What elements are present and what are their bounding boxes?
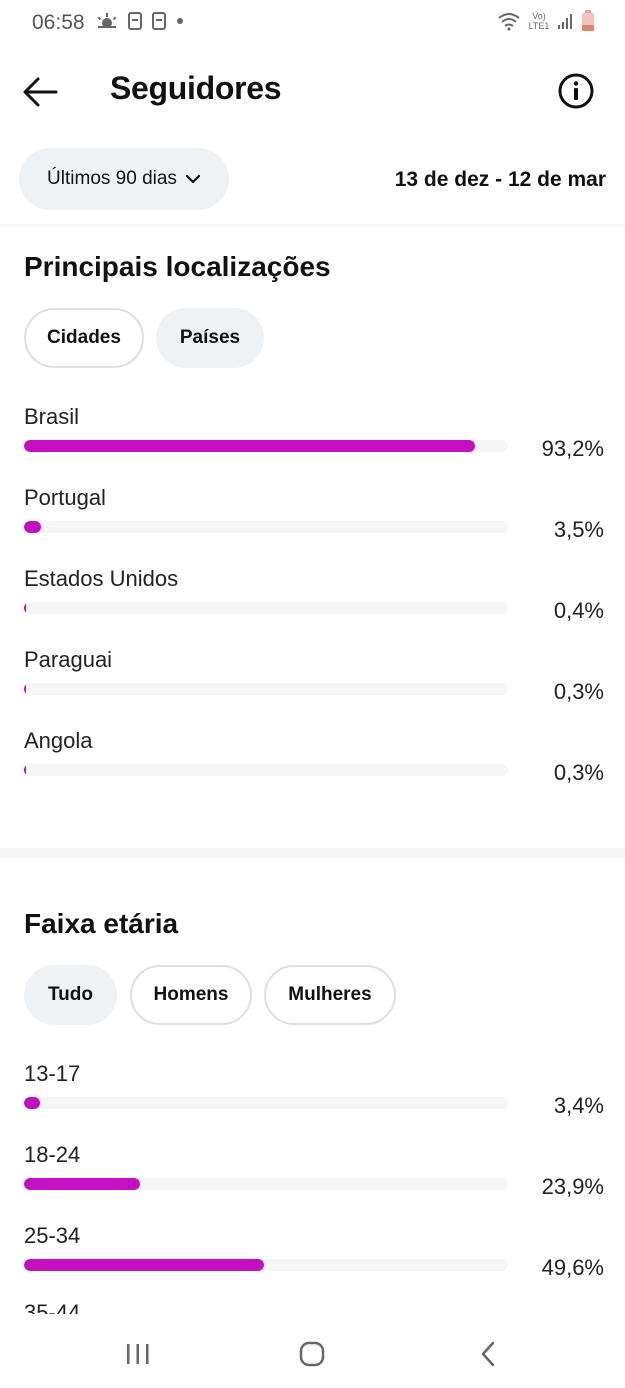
- bar-track: [24, 602, 508, 614]
- tab-homens[interactable]: Homens: [130, 965, 252, 1025]
- weather-icon: [97, 13, 117, 28]
- bar-track: [24, 440, 508, 452]
- age-label: 18-24: [24, 1142, 81, 1167]
- location-label: Brasil: [24, 404, 80, 429]
- bar-track: [24, 683, 508, 695]
- recent-apps-button[interactable]: [118, 1336, 158, 1372]
- age-label: 25-34: [24, 1223, 81, 1248]
- bar-fill: [24, 683, 26, 695]
- age-value: 23,9%: [541, 1174, 604, 1199]
- age-label-partial: 35-44: [24, 1302, 80, 1314]
- bar-track: [24, 1097, 508, 1109]
- bar-fill: [24, 1178, 140, 1190]
- section-divider: [0, 848, 625, 858]
- age-section-title: Faixa etária: [24, 908, 179, 939]
- status-right-icons: Vo) LTE1: [497, 10, 595, 32]
- bar-fill: [24, 521, 41, 533]
- list-item: Angola 0,3%: [24, 728, 604, 808]
- system-nav-bar: [0, 1318, 625, 1388]
- location-value: 93,2%: [541, 436, 604, 461]
- status-bar: 06:58 Vo) LTE1: [0, 0, 625, 48]
- list-item: 18-24 23,9%: [24, 1142, 604, 1222]
- info-icon: [558, 73, 594, 109]
- location-label: Portugal: [24, 485, 106, 510]
- page-title: Seguidores: [110, 70, 282, 106]
- period-label: Últimos 90 dias: [47, 168, 177, 189]
- wifi-icon: [498, 13, 520, 31]
- list-item: 13-17 3,4%: [24, 1061, 604, 1141]
- bar-fill: [24, 602, 26, 614]
- battery-icon: [582, 10, 594, 31]
- location-value: 0,3%: [553, 679, 604, 704]
- bar-track: [24, 1259, 508, 1271]
- status-left-icons: [96, 12, 184, 30]
- chevron-down-icon: [185, 174, 201, 184]
- list-item: 25-34 49,6%: [24, 1223, 604, 1303]
- home-button[interactable]: [292, 1336, 332, 1372]
- age-value: 49,6%: [541, 1255, 604, 1280]
- bar-fill: [24, 764, 26, 776]
- home-icon: [299, 1341, 325, 1367]
- status-time: 06:58: [32, 11, 85, 34]
- divider: [0, 224, 625, 226]
- bar-fill: [24, 1259, 265, 1271]
- location-value: 0,4%: [553, 598, 604, 623]
- app-header: Seguidores: [0, 60, 625, 124]
- age-value: 3,4%: [553, 1093, 604, 1118]
- arrow-left-icon: [23, 77, 58, 107]
- location-label: Estados Unidos: [24, 566, 179, 591]
- bar-track: [24, 1178, 508, 1190]
- bar-fill: [24, 440, 476, 452]
- sim-card-icon: [128, 12, 142, 30]
- location-value: 0,3%: [553, 760, 604, 785]
- date-range: 13 de dez - 12 de mar: [394, 168, 606, 191]
- info-button[interactable]: [557, 72, 595, 110]
- chevron-left-icon: [481, 1341, 495, 1367]
- location-value: 3,5%: [553, 517, 604, 542]
- back-nav-button[interactable]: [468, 1336, 508, 1372]
- age-label: 13-17: [24, 1061, 81, 1086]
- tab-tudo[interactable]: Tudo: [24, 965, 117, 1025]
- signal-icon: [558, 14, 572, 29]
- bar-track: [24, 521, 508, 533]
- list-item: Estados Unidos 0,4%: [24, 566, 604, 646]
- tab-cidades[interactable]: Cidades: [24, 308, 144, 368]
- location-label: Paraguai: [24, 647, 113, 672]
- network-type-label: Vo) LTE1: [528, 11, 550, 31]
- tab-mulheres[interactable]: Mulheres: [264, 965, 396, 1025]
- tab-paises[interactable]: Países: [156, 308, 264, 368]
- notification-dot-icon: [177, 18, 183, 24]
- locations-section-title: Principais localizações: [24, 251, 331, 282]
- location-label: Angola: [24, 728, 93, 753]
- bar-track: [24, 764, 508, 776]
- list-item: Brasil 93,2%: [24, 404, 604, 484]
- list-item: Portugal 3,5%: [24, 485, 604, 565]
- back-button[interactable]: [20, 74, 64, 110]
- bar-fill: [24, 1097, 41, 1109]
- period-dropdown[interactable]: Últimos 90 dias: [19, 148, 229, 210]
- list-item: Paraguai 0,3%: [24, 647, 604, 727]
- recent-apps-icon: [127, 1344, 149, 1364]
- sim-card-icon: [152, 12, 166, 30]
